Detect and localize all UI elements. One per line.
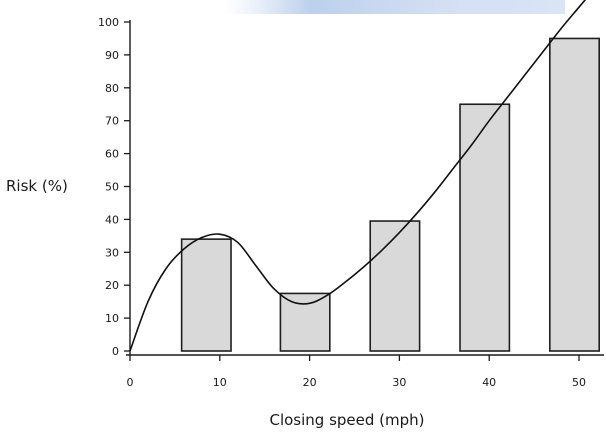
labels-layer: 0 10 20 30 40 50 60 70 80 90 100 0 10 20 30 40 50 bbox=[98, 16, 586, 389]
y-tick-label: 10 bbox=[105, 312, 119, 325]
y-tick-label: 50 bbox=[105, 181, 119, 194]
x-axis-title: Closing speed (mph) bbox=[269, 411, 424, 429]
axes-layer bbox=[124, 20, 604, 361]
x-tick-label: 40 bbox=[482, 376, 496, 389]
bar-4 bbox=[459, 103, 511, 352]
y-tick-label: 20 bbox=[105, 279, 119, 292]
y-tick-label: 90 bbox=[105, 49, 119, 62]
x-tick-label: 0 bbox=[127, 376, 134, 389]
y-tick-label: 70 bbox=[105, 115, 119, 128]
y-tick-label: 80 bbox=[105, 82, 119, 95]
x-tick-label: 50 bbox=[572, 376, 586, 389]
bar-5 bbox=[549, 37, 601, 352]
trend-line bbox=[129, 0, 587, 352]
y-tick-label: 60 bbox=[105, 148, 119, 161]
x-tick-label: 10 bbox=[213, 376, 227, 389]
x-tick-label: 20 bbox=[303, 376, 317, 389]
bar-2 bbox=[279, 292, 331, 352]
bar-3 bbox=[369, 220, 421, 352]
y-axis-title: Risk (%) bbox=[6, 177, 68, 195]
y-tick-label: 40 bbox=[105, 213, 119, 226]
trend-line-layer bbox=[129, 0, 587, 352]
y-tick-label: 100 bbox=[98, 16, 119, 29]
y-tick-label: 0 bbox=[112, 345, 119, 358]
bars-layer bbox=[180, 37, 601, 352]
bar-1 bbox=[180, 238, 232, 352]
background-texture bbox=[225, 0, 565, 14]
y-tick-label: 30 bbox=[105, 246, 119, 259]
x-tick-label: 30 bbox=[392, 376, 406, 389]
